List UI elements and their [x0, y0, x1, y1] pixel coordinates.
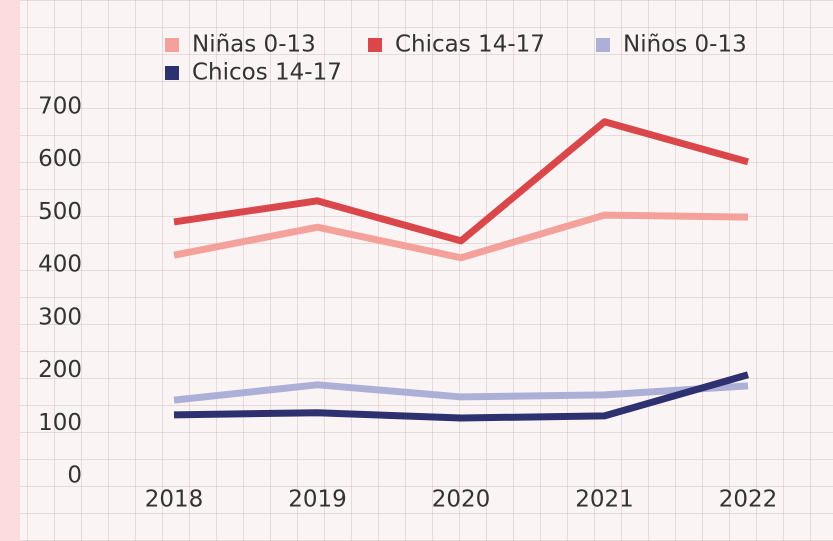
y-tick-label: 200: [38, 357, 82, 383]
legend-swatch: [368, 38, 382, 52]
legend-label: Niños 0-13: [623, 32, 747, 58]
legend-label: Niñas 0-13: [192, 32, 316, 58]
x-tick-label: 2020: [432, 487, 491, 513]
x-tick-label: 2018: [145, 487, 204, 513]
legend-swatch: [165, 38, 179, 52]
legend-label: Chicos 14-17: [192, 60, 342, 86]
x-tick-label: 2022: [719, 487, 778, 513]
y-tick-label: 0: [67, 463, 82, 489]
legend-label: Chicas 14-17: [395, 32, 545, 58]
y-tick-label: 500: [38, 199, 82, 225]
series-line: [174, 122, 748, 241]
y-tick-label: 700: [38, 94, 82, 120]
x-tick-label: 2019: [288, 487, 347, 513]
y-tick-label: 100: [38, 410, 82, 436]
y-tick-label: 300: [38, 304, 82, 330]
y-tick-label: 400: [38, 252, 82, 278]
y-tick-label: 600: [38, 146, 82, 172]
legend-swatch: [596, 38, 610, 52]
legend-swatch: [165, 66, 179, 80]
chart: 0 100 200 300 400 500 600 700 2018 2019 2020 2021 20…: [0, 0, 833, 541]
page: 0 100 200 300 400 500 600 700 2018 2019 2020 2021 20…: [0, 0, 833, 541]
x-tick-label: 2021: [575, 487, 634, 513]
